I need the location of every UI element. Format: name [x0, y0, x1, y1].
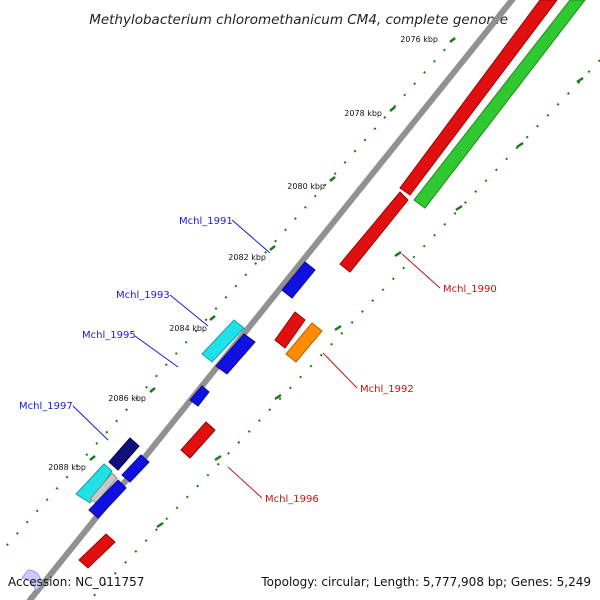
gene-mchl-1998	[121, 454, 150, 483]
accession-text: Accession: NC_011757	[8, 575, 144, 589]
tick-label: 2084 kbp	[169, 324, 207, 333]
tick-label: 2082 kbp	[228, 253, 266, 262]
gene-mchl-1999-cyan	[75, 463, 113, 504]
gene-label[interactable]: Mchl_1992	[360, 384, 414, 395]
gene-mchl-1992-red	[274, 311, 306, 349]
gene-mchl-1992	[285, 322, 323, 363]
gene-label[interactable]: Mchl_1997	[19, 401, 73, 412]
tick-labels: 2076 kbp 2078 kbp 2080 kbp 2082 kbp 2084…	[48, 35, 438, 472]
tick-label: 2076 kbp	[400, 35, 438, 44]
gene-mchl-1993	[201, 319, 245, 363]
leader-lines	[72, 219, 441, 499]
large-forward-feature	[399, 0, 558, 196]
outer-major-ticks	[156, 76, 584, 529]
gene-label[interactable]: Mchl_1990	[443, 284, 497, 295]
gene-label[interactable]: Mchl_1991	[179, 216, 233, 227]
gene-label[interactable]: Mchl_1995	[82, 330, 136, 341]
gene-mchl-1994	[215, 333, 256, 375]
gene-mchl-1995	[189, 385, 210, 407]
summary-text: Topology: circular; Length: 5,777,908 bp…	[260, 575, 591, 589]
gene-partial-pale	[21, 569, 43, 591]
inner-scale-line	[0, 37, 456, 554]
gene-label[interactable]: Mchl_1993	[116, 290, 170, 301]
gene-mchl-1990	[339, 191, 409, 273]
inner-major-ticks	[89, 37, 456, 461]
gene-mchl-1996	[180, 421, 216, 459]
gene-mchl-1997	[108, 437, 140, 471]
gene-label[interactable]: Mchl_1996	[265, 494, 319, 505]
tick-label: 2088 kbp	[48, 463, 86, 472]
gene-mchl-1991	[281, 261, 316, 299]
gene-bottom-red	[78, 533, 116, 569]
gc-skew-track	[413, 0, 586, 209]
genome-title: Methylobacterium chloromethanicum CM4, c…	[89, 12, 508, 28]
tick-label: 2078 kbp	[344, 109, 382, 118]
gene-mchl-2000	[88, 479, 127, 519]
tick-label: 2080 kbp	[287, 182, 325, 191]
tick-label: 2086 kbp	[108, 394, 146, 403]
outer-scale-line	[89, 59, 600, 600]
